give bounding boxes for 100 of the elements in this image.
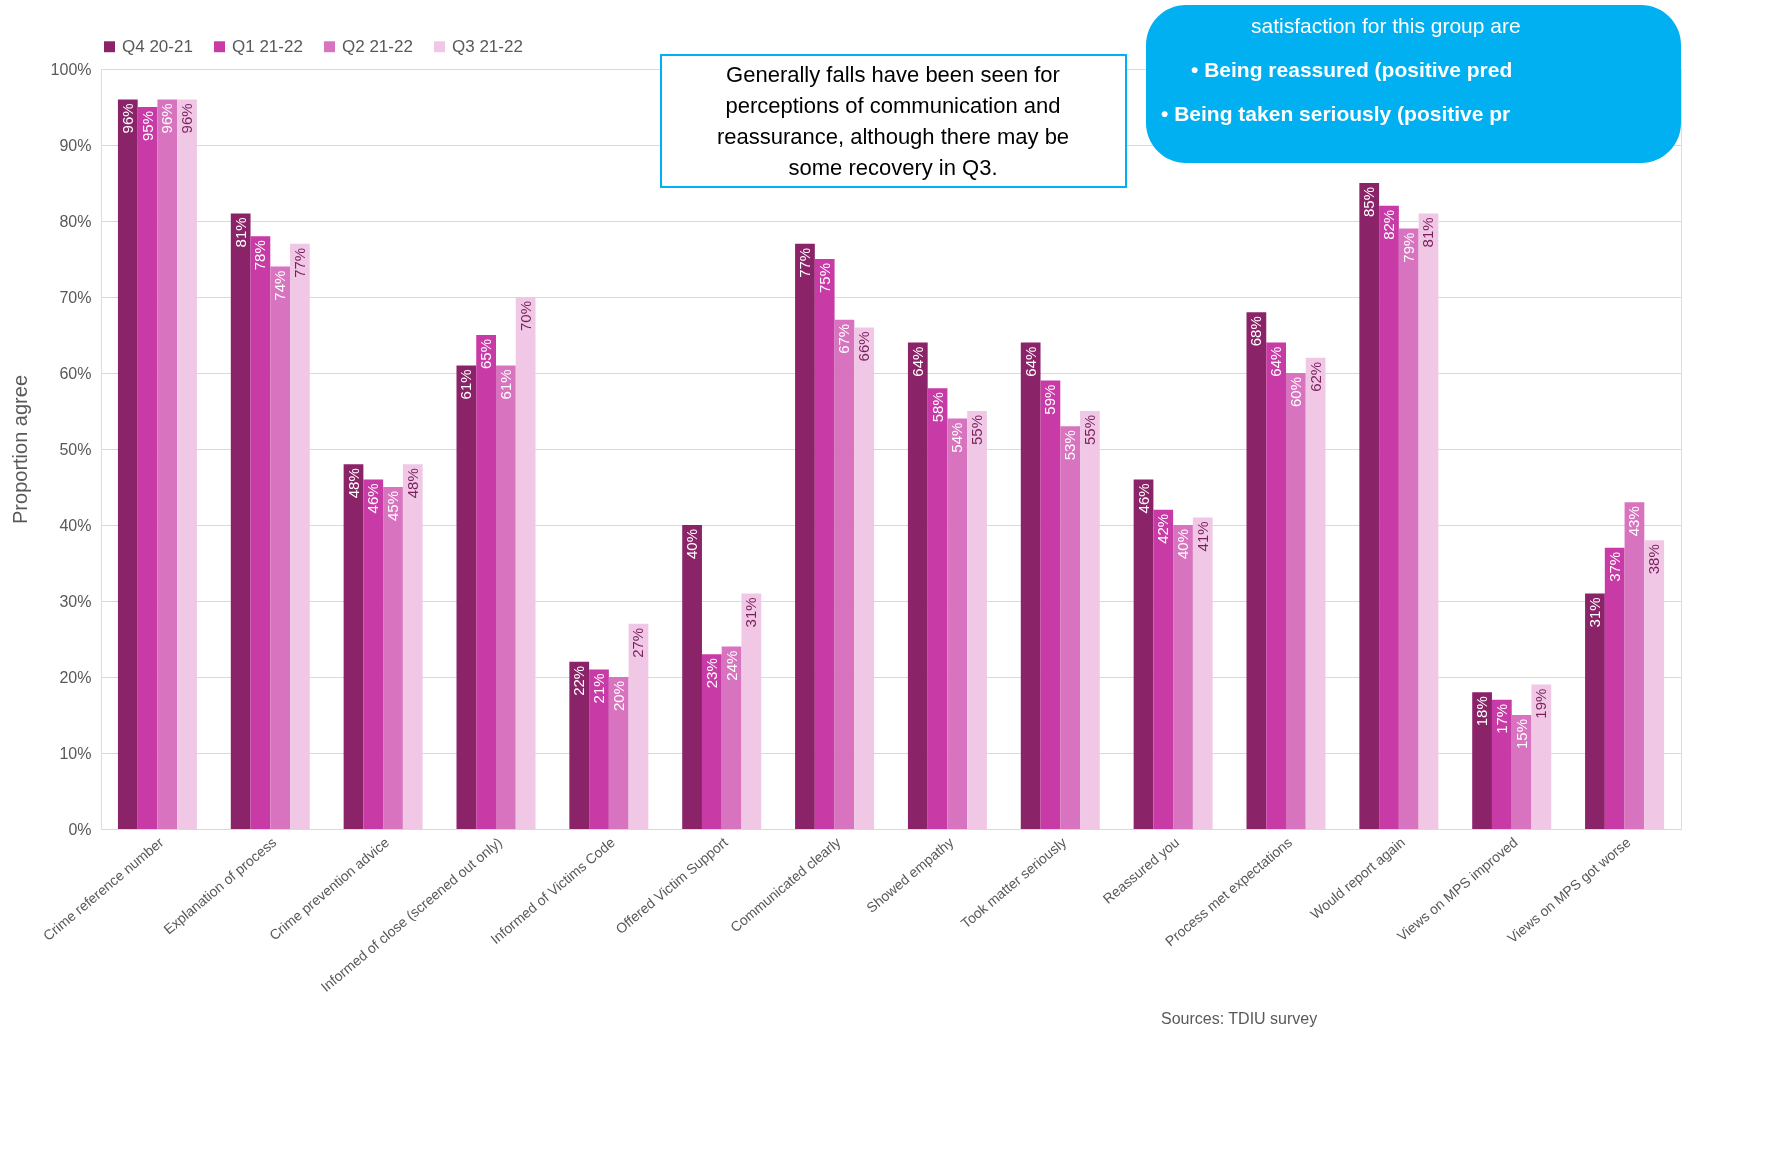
bar [1491, 699, 1512, 829]
data-label: 81% [231, 217, 249, 248]
data-label: 65% [477, 339, 495, 370]
bar [137, 107, 158, 829]
text: satisfaction for this group are [1251, 14, 1521, 37]
data-label: 77% [795, 247, 813, 278]
bar [1644, 540, 1665, 829]
data-label: 70% [516, 301, 534, 332]
bar [270, 266, 291, 829]
data-label: 19% [1532, 688, 1550, 719]
source-note: Sources: TDIU survey [1161, 1010, 1318, 1027]
bar [1379, 205, 1399, 829]
data-label: 15% [1512, 719, 1530, 750]
bar [1020, 342, 1041, 829]
bar [1266, 342, 1286, 829]
y-tick-label: 20% [59, 668, 92, 686]
annotation: • Being reassured (positive pred [1191, 58, 1513, 81]
data-label: 96% [118, 103, 136, 134]
bar [476, 335, 496, 829]
bar [628, 623, 649, 829]
bar [721, 646, 742, 829]
data-label: 59% [1041, 384, 1059, 415]
bar [343, 464, 364, 829]
data-label: 46% [1134, 483, 1152, 514]
data-label: 42% [1154, 513, 1172, 544]
annotation: • Being taken seriously (positive pr [1161, 102, 1511, 125]
bar [1040, 380, 1061, 829]
bar [1418, 213, 1439, 829]
y-tick-label: 90% [59, 136, 92, 154]
data-label: 60% [1286, 377, 1304, 408]
bar [496, 365, 516, 829]
data-label: 79% [1399, 232, 1417, 263]
bar [177, 99, 197, 829]
data-label: 17% [1492, 703, 1510, 734]
data-label: 82% [1379, 209, 1397, 240]
bar [947, 418, 968, 829]
bar [854, 327, 875, 829]
data-label: 58% [928, 392, 946, 423]
bar [701, 654, 722, 829]
data-label: 41% [1193, 521, 1211, 552]
bar [907, 342, 928, 829]
bar [569, 661, 590, 829]
bar [741, 593, 762, 829]
data-label: 54% [948, 422, 966, 453]
data-label: 78% [251, 240, 269, 271]
annotation: Generally falls have been seen for perceptions of communication and reassurance, although there may be some recovery in Q3. [716, 62, 1070, 180]
y-axis-title: Proportion agree [8, 375, 31, 524]
data-label: 96% [158, 103, 176, 134]
bar [1080, 411, 1100, 829]
data-label: 75% [815, 263, 833, 294]
bar [682, 525, 702, 829]
data-label: 74% [271, 270, 289, 301]
bar [1585, 593, 1605, 829]
legend-label: Q1 21-22 [232, 36, 303, 56]
y-tick-label: 10% [59, 744, 92, 762]
bar [1398, 228, 1419, 829]
bar [363, 479, 384, 829]
data-label: 27% [629, 627, 647, 658]
bar [814, 259, 835, 829]
data-label: 22% [570, 665, 588, 696]
data-label: 85% [1360, 187, 1378, 218]
y-tick-label: 100% [50, 60, 92, 78]
data-label: 31% [742, 597, 760, 628]
bar [1624, 502, 1645, 829]
bar [456, 365, 477, 829]
data-label: 81% [1419, 217, 1437, 248]
bar [157, 99, 178, 829]
y-tick-label: 0% [68, 820, 92, 838]
bar [927, 388, 948, 829]
data-label: 40% [1174, 529, 1192, 560]
bar [383, 487, 403, 829]
bar [1133, 479, 1154, 829]
bar [117, 99, 138, 829]
data-label: 38% [1645, 544, 1663, 575]
bar [1604, 547, 1625, 829]
data-label: 96% [178, 103, 196, 134]
data-label: 64% [1021, 346, 1039, 377]
bar [1359, 183, 1380, 829]
bar [290, 243, 310, 829]
data-label: 67% [835, 323, 853, 354]
data-label: 43% [1625, 506, 1643, 537]
y-tick-label: 40% [59, 516, 92, 534]
legend-label: Q3 21-22 [452, 36, 523, 56]
data-label: 48% [403, 468, 421, 499]
bar [1173, 525, 1193, 829]
bar [795, 243, 815, 829]
data-label: 77% [290, 247, 308, 278]
data-label: 24% [722, 650, 740, 681]
bar [1305, 357, 1326, 829]
bar [515, 297, 536, 829]
bar [608, 677, 629, 829]
bar [1286, 373, 1306, 829]
data-label: 61% [496, 369, 514, 400]
bar [589, 669, 609, 829]
bar [1531, 684, 1552, 829]
data-label: 20% [609, 681, 627, 712]
bar [834, 319, 855, 829]
data-label: 53% [1061, 430, 1079, 461]
bar [230, 213, 251, 829]
data-label: 21% [589, 673, 607, 704]
